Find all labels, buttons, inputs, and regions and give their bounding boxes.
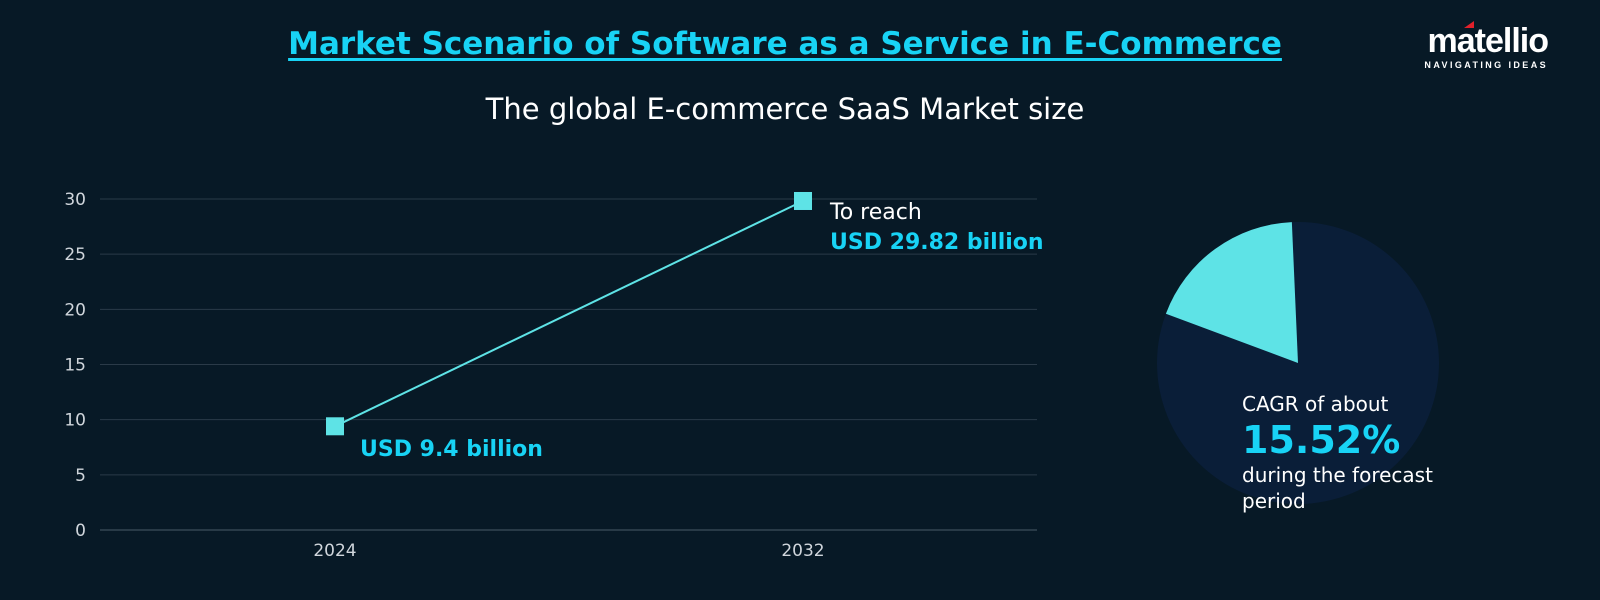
y-tick-label: 15	[64, 356, 86, 376]
series-line	[334, 200, 804, 428]
pie-slice-cagr	[1165, 222, 1298, 363]
cagr-suffix: during the forecast period	[1242, 463, 1433, 513]
annotation-2032: To reach USD 29.82 billion	[830, 198, 1044, 258]
cagr-value: 15.52%	[1242, 418, 1401, 462]
y-tick-label: 20	[64, 300, 86, 320]
annotation-2024: USD 9.4 billion	[360, 437, 543, 462]
x-tick-label: 2024	[313, 541, 356, 561]
x-tick-label: 2032	[781, 541, 824, 561]
label-2032-value: USD 29.82 billion	[830, 230, 1044, 255]
data-point-marker	[326, 417, 344, 436]
label-2024-value: USD 9.4 billion	[360, 437, 543, 462]
chart-subtitle: The global E-commerce SaaS Market size	[485, 92, 1085, 126]
page-title: Market Scenario of Software as a Service…	[288, 26, 1282, 62]
logo-flag-icon	[1464, 21, 1474, 28]
y-tick-label: 25	[64, 245, 86, 265]
data-point-marker	[794, 191, 812, 210]
matellio-logo: matellio NAVIGATING IDEAS	[1424, 21, 1549, 70]
y-tick-label: 10	[64, 411, 86, 431]
cagr-annotation: CAGR of about 15.52% during the forecast…	[1242, 392, 1462, 514]
y-tick-label: 30	[64, 190, 86, 210]
y-tick-label: 5	[75, 466, 86, 486]
cagr-prefix: CAGR of about	[1242, 392, 1389, 416]
y-tick-label: 0	[75, 521, 86, 541]
label-2032-prefix: To reach	[830, 200, 922, 225]
